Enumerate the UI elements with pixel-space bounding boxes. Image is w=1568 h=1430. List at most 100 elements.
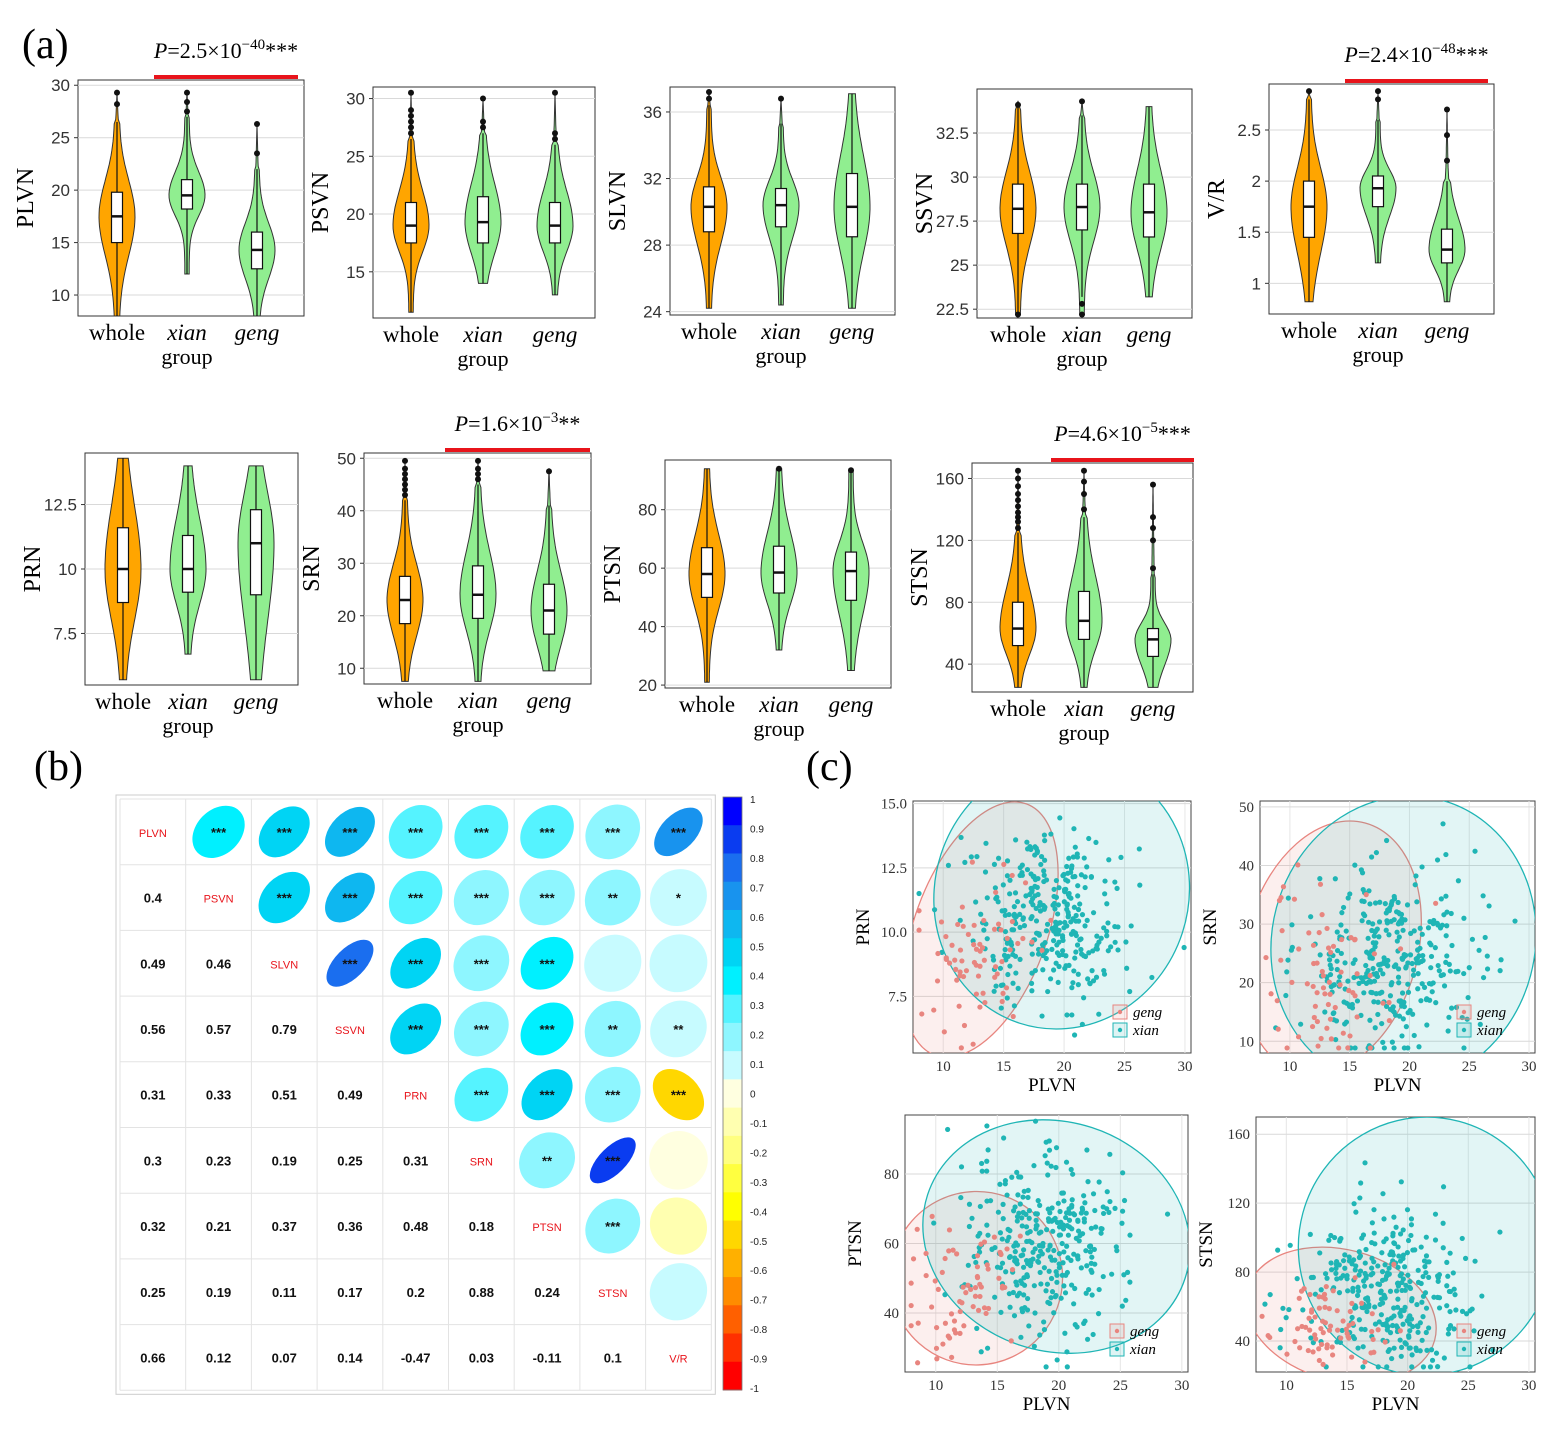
data-point-xian: [1409, 1296, 1415, 1302]
data-point-xian: [1025, 1187, 1031, 1193]
data-point-geng: [1263, 954, 1269, 961]
data-point-xian: [1345, 978, 1351, 984]
data-point-xian: [958, 1194, 964, 1201]
data-point-xian: [1038, 853, 1045, 860]
data-point-xian: [1318, 1287, 1324, 1293]
data-point-geng: [1284, 1045, 1290, 1051]
data-point-xian: [1423, 1234, 1429, 1240]
data-point-xian: [1053, 919, 1059, 925]
data-point-xian: [1061, 1198, 1067, 1204]
data-point-xian: [1071, 904, 1077, 910]
significance-stars: **: [673, 1022, 684, 1037]
data-point-xian: [1420, 1273, 1426, 1280]
data-point-xian: [978, 911, 984, 917]
data-point-xian: [1455, 878, 1461, 884]
data-point-xian: [1011, 1208, 1017, 1214]
data-point-xian: [1057, 1232, 1064, 1238]
data-point-geng: [1329, 1344, 1335, 1350]
data-point-xian: [1066, 855, 1072, 861]
data-point-xian: [1049, 1205, 1055, 1211]
data-point-geng: [1004, 1246, 1010, 1252]
data-point-xian: [1415, 971, 1421, 977]
data-point-xian: [1030, 896, 1036, 902]
data-point-xian: [998, 982, 1004, 988]
data-point-xian: [1287, 1242, 1293, 1248]
data-point-xian: [1059, 933, 1066, 939]
data-point-xian: [1378, 1312, 1384, 1318]
significance-stars: ***: [342, 891, 358, 906]
data-point-xian: [1379, 1269, 1386, 1275]
data-point-xian: [1062, 1330, 1068, 1336]
data-point-xian: [1081, 855, 1087, 861]
x-category-label: whole: [95, 689, 151, 714]
data-point-geng: [941, 1029, 947, 1035]
data-point-xian: [1415, 939, 1421, 945]
data-point-xian: [1104, 1189, 1110, 1195]
data-point-xian: [1377, 899, 1383, 905]
data-point-xian: [1379, 1250, 1385, 1256]
y-tick-label: 25: [950, 256, 969, 275]
data-point-xian: [1283, 992, 1289, 999]
data-point-xian: [957, 917, 963, 923]
significance-stars: ***: [277, 825, 293, 840]
data-point-xian: [1056, 885, 1062, 891]
data-point-xian: [1077, 901, 1083, 907]
data-point-xian: [1010, 980, 1016, 986]
correlation-ellipse: [584, 1066, 641, 1123]
box-geng: [249, 509, 263, 596]
data-point-xian: [1409, 1364, 1415, 1370]
data-point-xian: [1040, 967, 1046, 973]
outlier-point: [776, 465, 782, 472]
data-point-geng: [1380, 1000, 1386, 1006]
data-point-xian: [1035, 875, 1041, 882]
data-point-xian: [1384, 1364, 1390, 1370]
x-tick-label: 10: [1279, 1378, 1294, 1394]
data-point-geng: [952, 957, 958, 963]
correlation-value: 0.66: [140, 1350, 165, 1365]
data-point-xian: [1063, 963, 1069, 969]
data-point-xian: [1038, 1281, 1044, 1287]
box-geng: [844, 551, 858, 601]
data-point-geng: [975, 973, 982, 979]
data-point-xian: [1043, 1288, 1049, 1294]
data-point-xian: [1360, 1278, 1367, 1284]
data-point-xian: [1075, 982, 1081, 988]
outlier-point: [848, 467, 854, 474]
data-point-xian: [1032, 844, 1038, 850]
correlation-ellipse: [654, 807, 703, 857]
data-point-xian: [1438, 896, 1444, 902]
data-point-xian: [1448, 910, 1454, 917]
legend-label-geng: geng: [1477, 1324, 1507, 1340]
data-point-xian: [1375, 1263, 1381, 1269]
data-point-xian: [1398, 1271, 1405, 1277]
data-point-xian: [1055, 1200, 1061, 1206]
data-point-xian: [1415, 1267, 1421, 1273]
data-point-xian: [1338, 922, 1344, 928]
data-point-geng: [908, 1280, 914, 1286]
data-point-xian: [1115, 947, 1121, 953]
data-point-geng: [1371, 951, 1378, 957]
outlier-point: [1081, 490, 1087, 497]
data-point-xian: [1317, 1250, 1323, 1256]
data-point-geng: [1316, 1294, 1322, 1300]
data-point-xian: [1394, 1280, 1401, 1287]
data-point-xian: [1102, 878, 1108, 884]
data-point-xian: [984, 1168, 990, 1174]
data-point-xian: [1425, 925, 1432, 931]
data-point-xian: [1398, 1344, 1405, 1350]
colorbar-tick-label: -0.7: [750, 1296, 768, 1307]
data-point-xian: [1042, 838, 1048, 844]
data-point-xian: [1383, 1320, 1389, 1327]
data-point-xian: [1371, 1259, 1377, 1265]
data-point-xian: [1332, 876, 1338, 882]
data-point-xian: [1376, 919, 1383, 925]
data-point-xian: [1409, 960, 1415, 967]
data-point-xian: [1395, 1244, 1401, 1250]
data-point-xian: [997, 1181, 1003, 1187]
data-point-xian: [1085, 976, 1091, 982]
data-point-geng: [916, 927, 922, 933]
data-point-geng: [1280, 884, 1287, 890]
data-point-xian: [1363, 1246, 1369, 1253]
data-point-geng: [1326, 1306, 1332, 1312]
